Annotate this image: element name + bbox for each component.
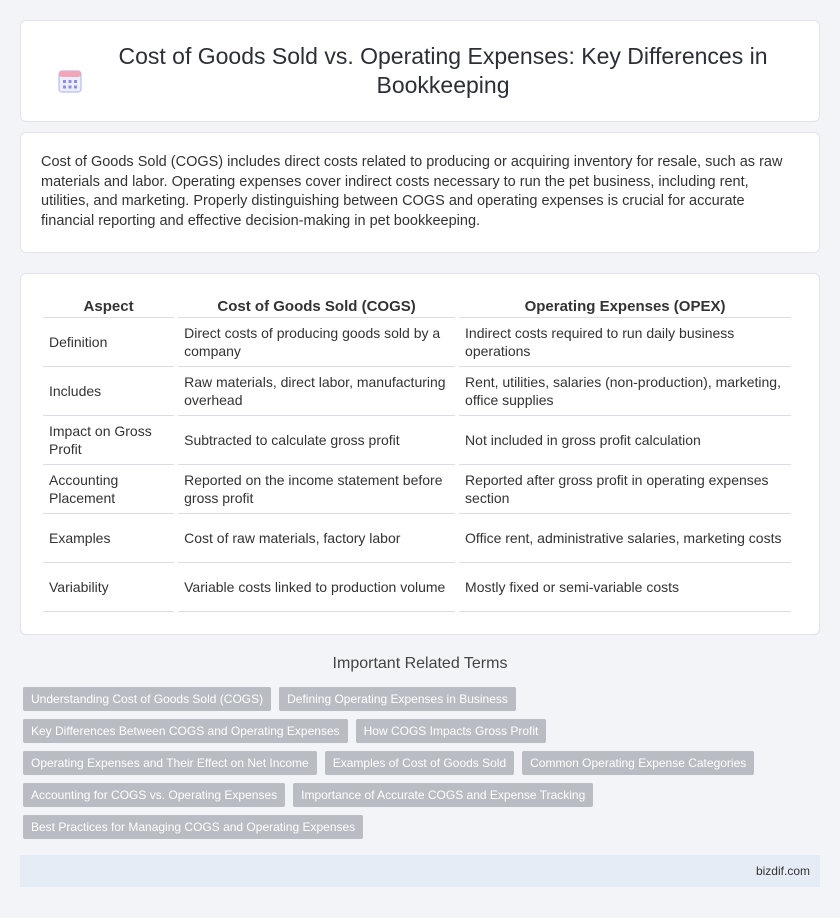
related-terms-title: Important Related Terms <box>332 655 508 672</box>
tag-row: Best Practices for Managing COGS and Ope… <box>23 815 823 839</box>
cell-opex: Not included in gross profit calculation <box>459 416 791 465</box>
cell-cogs: Variable costs linked to production volu… <box>178 563 456 612</box>
tag-row: Accounting for COGS vs. Operating Expens… <box>23 783 823 807</box>
cell-aspect: Examples <box>43 514 175 563</box>
related-term-tag[interactable]: Common Operating Expense Categories <box>522 751 755 775</box>
cell-opex: Rent, utilities, salaries (non-productio… <box>459 367 791 416</box>
table-row: Variability Variable costs linked to pro… <box>43 563 791 612</box>
related-term-tag[interactable]: Best Practices for Managing COGS and Ope… <box>23 815 364 839</box>
related-term-tag[interactable]: How COGS Impacts Gross Profit <box>355 719 547 743</box>
table-row: Accounting Placement Reported on the inc… <box>43 465 791 514</box>
cell-aspect: Accounting Placement <box>43 465 175 514</box>
cell-opex: Reported after gross profit in operating… <box>459 465 791 514</box>
cell-opex: Office rent, administrative salaries, ma… <box>459 514 791 563</box>
cell-opex: Indirect costs required to run daily bus… <box>459 318 791 367</box>
table-row: Impact on Gross Profit Subtracted to cal… <box>43 416 791 465</box>
footer-site-link[interactable]: bizdif.com <box>755 864 810 878</box>
related-term-tag[interactable]: Accounting for COGS vs. Operating Expens… <box>23 783 286 807</box>
table-header-row: Aspect Cost of Goods Sold (COGS) Operati… <box>43 294 791 318</box>
comparison-table: Aspect Cost of Goods Sold (COGS) Operati… <box>39 294 795 612</box>
footer: bizdif.com <box>20 855 820 887</box>
tag-row: Key Differences Between COGS and Operati… <box>23 719 823 743</box>
cell-cogs: Reported on the income statement before … <box>178 465 456 514</box>
intro-card: Cost of Goods Sold (COGS) includes direc… <box>20 132 820 253</box>
cell-aspect: Variability <box>43 563 175 612</box>
related-term-tag[interactable]: Defining Operating Expenses in Business <box>279 687 516 711</box>
related-term-tag[interactable]: Operating Expenses and Their Effect on N… <box>23 751 317 775</box>
calendar-grid-icon <box>58 70 82 93</box>
tag-row: Operating Expenses and Their Effect on N… <box>23 751 823 775</box>
cell-aspect: Includes <box>43 367 175 416</box>
related-term-tag[interactable]: Examples of Cost of Goods Sold <box>324 751 515 775</box>
related-term-tag[interactable]: Understanding Cost of Goods Sold (COGS) <box>23 687 272 711</box>
related-term-tag[interactable]: Importance of Accurate COGS and Expense … <box>293 783 594 807</box>
table-row: Examples Cost of raw materials, factory … <box>43 514 791 563</box>
header-cogs: Cost of Goods Sold (COGS) <box>178 294 456 318</box>
page-title: Cost of Goods Sold vs. Operating Expense… <box>118 43 768 98</box>
cell-opex: Mostly fixed or semi-variable costs <box>459 563 791 612</box>
cell-cogs: Raw materials, direct labor, manufacturi… <box>178 367 456 416</box>
cell-aspect: Definition <box>43 318 175 367</box>
intro-text: Cost of Goods Sold (COGS) includes direc… <box>41 154 783 229</box>
cell-cogs: Direct costs of producing goods sold by … <box>178 318 456 367</box>
cell-cogs: Cost of raw materials, factory labor <box>178 514 456 563</box>
table-row: Definition Direct costs of producing goo… <box>43 318 791 367</box>
table-row: Includes Raw materials, direct labor, ma… <box>43 367 791 416</box>
header-card: Cost of Goods Sold vs. Operating Expense… <box>20 20 820 122</box>
cell-aspect: Impact on Gross Profit <box>43 416 175 465</box>
header-aspect: Aspect <box>43 294 175 318</box>
related-term-tag[interactable]: Key Differences Between COGS and Operati… <box>23 719 348 743</box>
cell-cogs: Subtracted to calculate gross profit <box>178 416 456 465</box>
comparison-table-card: Aspect Cost of Goods Sold (COGS) Operati… <box>20 273 820 635</box>
header-opex: Operating Expenses (OPEX) <box>459 294 791 318</box>
tag-row: Understanding Cost of Goods Sold (COGS) … <box>23 687 823 711</box>
related-terms-list: Understanding Cost of Goods Sold (COGS) … <box>23 687 823 847</box>
